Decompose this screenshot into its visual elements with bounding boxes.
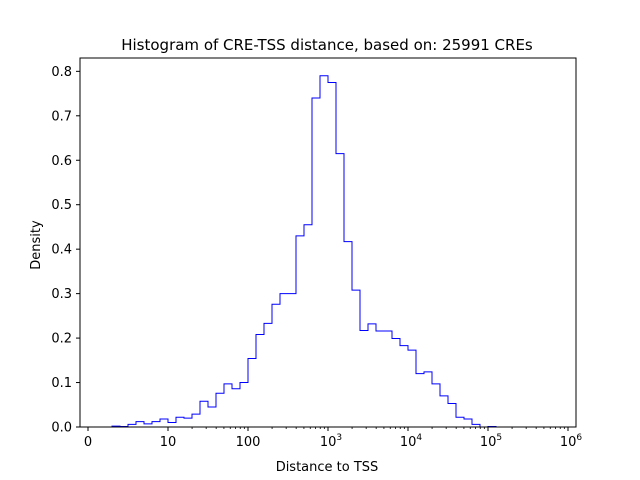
- y-tick-label: 0.4: [51, 243, 72, 258]
- y-axis-label: Density: [29, 220, 44, 270]
- x-tick-label: 105: [480, 433, 502, 450]
- plot-area: [79, 57, 577, 428]
- plot-frame: [79, 57, 577, 428]
- x-axis-label: Distance to TSS: [276, 460, 379, 475]
- y-tick-label: 0.5: [51, 198, 72, 213]
- x-tick-label: 10: [160, 435, 177, 450]
- y-axis: 0.0 0.1 0.2 0.3 0.4 0.5 0.6 0.7 0.8: [51, 65, 80, 436]
- y-tick-label: 0.1: [51, 376, 72, 391]
- x-axis: 0 10 100 103 104 105 106: [84, 427, 583, 450]
- x-tick-label: 100: [236, 435, 261, 450]
- y-tick-label: 0.2: [51, 332, 72, 347]
- x-tick-label: 103: [320, 433, 342, 450]
- y-tick-label: 0.7: [51, 109, 72, 124]
- y-tick-label: 0.6: [51, 154, 72, 169]
- x-tick-label: 0: [84, 435, 92, 450]
- y-tick-label: 0.8: [51, 65, 72, 80]
- histogram-step-line: [88, 75, 497, 428]
- x-tick-label: 104: [400, 433, 423, 450]
- chart-title: Histogram of CRE-TSS distance, based on:…: [121, 36, 533, 54]
- y-tick-label: 0.3: [51, 287, 72, 302]
- x-tick-label: 106: [560, 433, 583, 450]
- y-tick-label: 0.0: [51, 421, 72, 436]
